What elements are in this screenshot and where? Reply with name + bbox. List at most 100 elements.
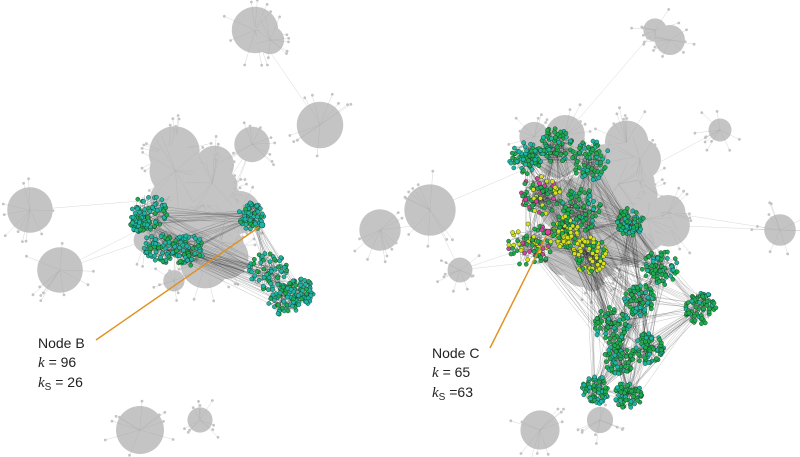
background-edge <box>770 203 781 231</box>
background-node <box>688 216 692 220</box>
background-edge <box>22 209 31 242</box>
inter-community-edge <box>535 241 618 360</box>
background-node <box>213 151 216 154</box>
background-node <box>411 187 415 190</box>
community-node <box>160 250 165 256</box>
background-node <box>715 110 719 113</box>
background-edge <box>779 229 800 231</box>
background-edge <box>560 255 577 268</box>
background-edge <box>269 16 280 41</box>
community-edge <box>572 165 583 177</box>
community-node <box>144 222 150 228</box>
inter-community-edge <box>582 163 639 297</box>
community-node <box>177 259 183 264</box>
background-edge <box>705 129 721 138</box>
background-edge <box>563 171 574 207</box>
background-node <box>609 272 612 276</box>
community-node <box>183 233 189 239</box>
community-node <box>249 269 254 275</box>
background-edge <box>264 14 271 41</box>
background-node <box>245 182 248 186</box>
background-edge <box>669 39 686 42</box>
background-edge <box>769 229 781 252</box>
inter-community-edge <box>530 248 621 360</box>
community-edge <box>552 140 571 152</box>
inter-community-edge <box>590 295 633 391</box>
community-node <box>268 268 274 274</box>
background-edge <box>379 212 399 231</box>
community-node <box>257 206 263 211</box>
background-edge <box>647 212 674 220</box>
background-node <box>196 265 199 269</box>
background-edge <box>139 412 165 431</box>
background-edge <box>354 229 381 252</box>
background-edge <box>173 264 185 281</box>
background-node <box>651 138 655 142</box>
inter-community-edge <box>531 248 638 302</box>
background-node <box>253 42 257 46</box>
community-node <box>184 257 190 263</box>
community-node <box>256 277 262 283</box>
background-edge <box>667 191 684 213</box>
background-node <box>296 138 299 142</box>
community-node <box>154 194 159 200</box>
background-edge <box>616 113 627 143</box>
community-node <box>148 234 154 239</box>
background-node <box>768 250 772 254</box>
background-edge <box>304 97 321 126</box>
community-node <box>290 278 296 284</box>
background-edge <box>59 269 65 295</box>
community-node <box>190 245 196 251</box>
background-edge <box>565 29 656 135</box>
background-node <box>634 263 637 267</box>
background-edge <box>32 269 61 295</box>
community-node <box>153 236 158 242</box>
community-node <box>147 208 153 214</box>
background-node <box>266 56 270 60</box>
background-node <box>611 261 615 265</box>
background-node <box>2 213 6 217</box>
background-edge <box>39 269 61 288</box>
background-edge <box>667 212 691 221</box>
inter-community-edge <box>591 258 617 359</box>
background-node <box>142 143 146 147</box>
community-edge <box>630 286 644 308</box>
background-node <box>260 231 264 235</box>
background-node <box>383 260 387 264</box>
background-node <box>641 181 645 185</box>
background-node <box>86 283 90 287</box>
inter-community-edge <box>633 222 644 304</box>
community-node <box>267 251 273 257</box>
background-edge <box>153 280 174 288</box>
inter-community-edge <box>141 223 263 274</box>
background-node <box>212 299 216 303</box>
background-node <box>311 93 314 97</box>
background-edge <box>359 229 381 240</box>
background-node <box>253 243 257 247</box>
background-node <box>140 166 144 170</box>
inter-community-edge <box>138 215 255 219</box>
background-node <box>177 225 181 228</box>
inter-community-edge <box>609 299 640 322</box>
background-node <box>653 243 656 247</box>
community-edge <box>180 240 199 262</box>
background-node <box>201 276 205 279</box>
background-edge <box>596 419 601 444</box>
background-edge <box>701 112 721 131</box>
community-edge <box>558 193 572 216</box>
background-edge <box>198 154 213 184</box>
background-node <box>705 148 709 152</box>
inter-community-edge <box>159 249 280 301</box>
background-edge <box>297 124 321 141</box>
background-edge <box>757 226 781 231</box>
background-edge <box>367 229 381 260</box>
background-node <box>272 163 275 167</box>
background-edge <box>28 178 31 211</box>
background-edge <box>647 217 673 220</box>
community-node <box>166 254 172 259</box>
community-node <box>275 282 281 287</box>
community-edge <box>573 201 588 213</box>
background-edge <box>521 421 541 431</box>
background-node <box>678 247 682 251</box>
